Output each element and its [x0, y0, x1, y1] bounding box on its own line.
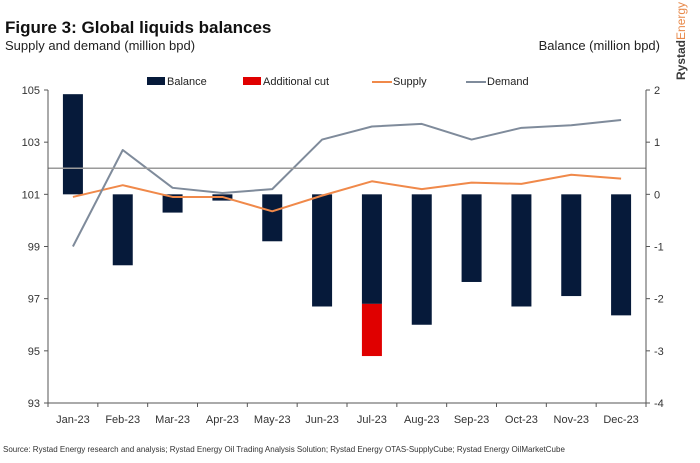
bar-balance-jan-23: [62, 94, 83, 195]
right-tick-label: -1: [654, 242, 664, 254]
bar-balance-jun-23: [312, 194, 333, 307]
right-tick-label: 2: [654, 85, 660, 97]
right-axis-title: Balance (million bpd): [538, 38, 660, 53]
legend-swatch-additional-cut: [243, 77, 261, 85]
bar-balance-feb-23: [112, 194, 133, 266]
x-tick-label: Jan-23: [56, 414, 90, 426]
x-tick-label: Mar-23: [155, 414, 190, 426]
x-tick-label: Feb-23: [105, 414, 140, 426]
legend-swatch-balance: [147, 77, 165, 85]
legend: Balance Additional cut Supply Demand: [147, 76, 529, 88]
source-note: Source: Rystad Energy research and analy…: [3, 445, 565, 454]
demand-line: [72, 119, 622, 247]
bar-balance-may-23: [262, 194, 283, 242]
left-tick-label: 101: [22, 189, 40, 201]
bar-balance-nov-23: [561, 194, 582, 297]
legend-label-balance: Balance: [167, 76, 207, 88]
bar-balance-jul-23: [361, 194, 382, 304]
supply-line: [72, 173, 622, 213]
x-tick-label: Dec-23: [603, 414, 638, 426]
x-tick-label: May-23: [254, 414, 291, 426]
left-axis-title: Supply and demand (million bpd): [5, 38, 196, 53]
bar-additional-cut-jul-23: [361, 303, 382, 357]
x-tick-label: Jul-23: [357, 414, 387, 426]
bar-balance-aug-23: [411, 194, 432, 325]
legend-label-supply: Supply: [393, 76, 427, 88]
right-tick-label: -4: [654, 398, 664, 410]
left-tick-label: 99: [28, 242, 40, 254]
x-tick-label: Apr-23: [206, 414, 239, 426]
right-tick-label: 0: [654, 189, 660, 201]
axes: 93 95 97 99 101 103 105 -4 -3 -2 -1 0 1 2 Jan-23 Feb-23…: [22, 85, 664, 426]
legend-label-demand: Demand: [487, 76, 529, 88]
x-tick-label: Jun-23: [305, 414, 339, 426]
right-tick-label: 1: [654, 137, 660, 149]
x-tick-label: Oct-23: [505, 414, 538, 426]
bar-balance-dec-23: [611, 194, 632, 316]
left-tick-label: 97: [28, 294, 40, 306]
bar-balance-oct-23: [511, 194, 532, 307]
x-tick-label: Nov-23: [554, 414, 589, 426]
left-tick-label: 103: [22, 137, 40, 149]
bar-balance-mar-23: [162, 194, 183, 213]
right-tick-label: -3: [654, 346, 664, 358]
left-tick-label: 93: [28, 398, 40, 410]
x-tick-label: Sep-23: [454, 414, 489, 426]
legend-label-additional-cut: Additional cut: [263, 76, 329, 88]
bar-balance-sep-23: [461, 194, 482, 282]
x-tick-label: Aug-23: [404, 414, 439, 426]
left-tick-label: 105: [22, 85, 40, 97]
right-tick-label: -2: [654, 294, 664, 306]
lines: [72, 119, 622, 247]
bars: [62, 94, 632, 357]
left-tick-label: 95: [28, 346, 40, 358]
chart-title: Figure 3: Global liquids balances: [5, 18, 272, 37]
